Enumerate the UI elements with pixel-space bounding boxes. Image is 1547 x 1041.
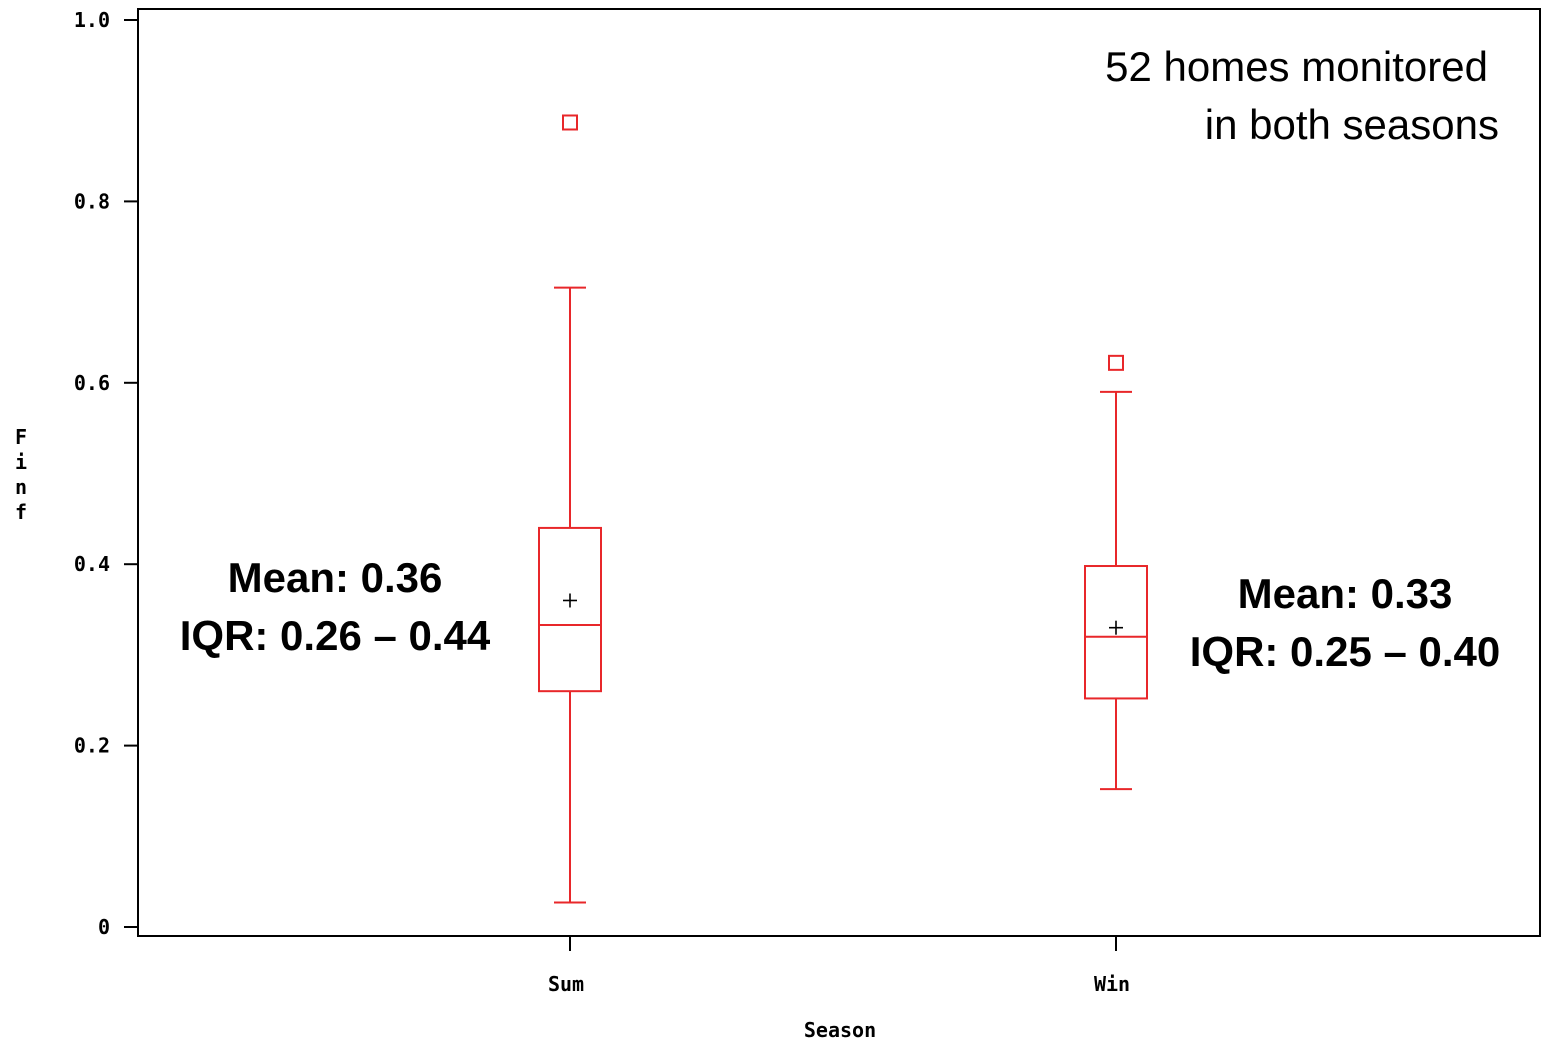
- y-tick-label: 0.4: [74, 552, 110, 576]
- outlier-point: [562, 114, 578, 131]
- x-axis: Sum Win: [548, 936, 1130, 996]
- sum-iqr-label: IQR: 0.26 – 0.44: [180, 612, 491, 659]
- iqr-box: [1084, 565, 1148, 700]
- note-line-2: in both seasons: [1205, 101, 1499, 148]
- sum-mean-label: Mean: 0.36: [228, 554, 443, 601]
- y-axis-title-letter: n: [15, 475, 27, 499]
- iqr-box: [538, 526, 602, 693]
- note-line-1: 52 homes monitored: [1105, 43, 1488, 90]
- win-mean-label: Mean: 0.33: [1238, 570, 1453, 617]
- x-tick-label: Win: [1094, 972, 1130, 996]
- box-plots: [538, 114, 1148, 904]
- y-tick-label: 0: [98, 915, 110, 939]
- y-tick-label: 0.8: [74, 189, 110, 213]
- outlier-point: [1108, 354, 1124, 371]
- box-sum: [538, 114, 602, 904]
- win-iqr-label: IQR: 0.25 – 0.40: [1190, 628, 1501, 675]
- box-win: [1084, 354, 1148, 791]
- y-tick-label: 0.6: [74, 371, 110, 395]
- y-axis-title-letter: i: [15, 450, 27, 474]
- y-axis-title-letter: F: [15, 425, 27, 449]
- y-axis: 0 0.2 0.4 0.6 0.8 1.0: [74, 8, 138, 939]
- x-tick-label: Sum: [548, 972, 584, 996]
- y-axis-title-letter: f: [15, 500, 27, 524]
- x-axis-title: Season: [804, 1018, 876, 1041]
- y-tick-label: 0.2: [74, 734, 110, 758]
- y-tick-label: 1.0: [74, 8, 110, 32]
- plot-frame: [137, 8, 1541, 937]
